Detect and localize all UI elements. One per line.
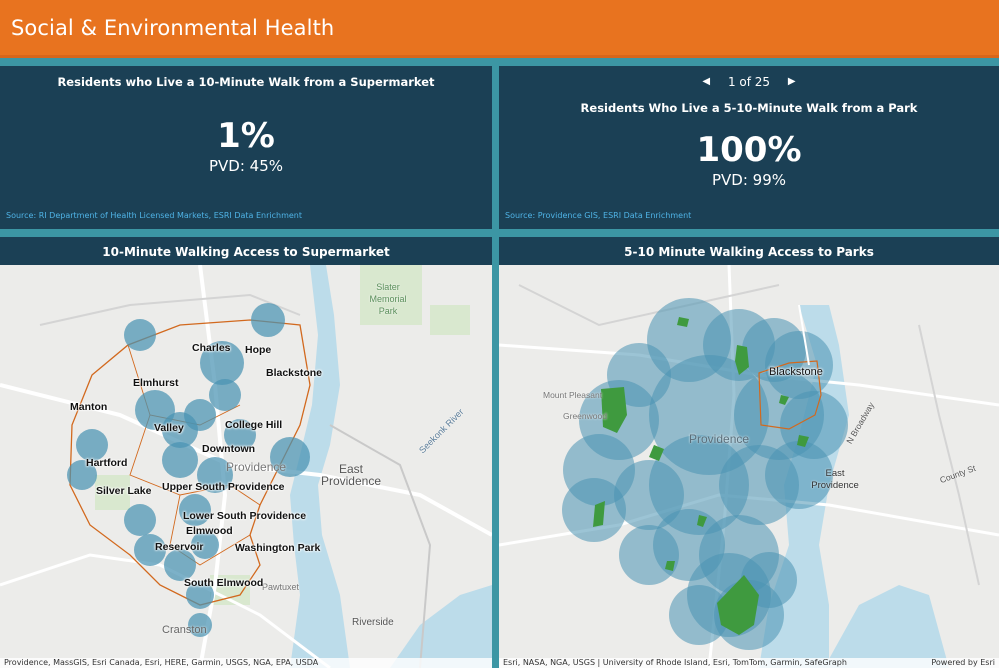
park-indicator-value: 100% xyxy=(696,130,802,170)
neighborhood-label: Elmwood xyxy=(186,525,233,537)
supermarket-indicator-comparison: PVD: 45% xyxy=(208,157,284,175)
powered-by-esri-link[interactable]: Powered by Esri xyxy=(931,658,995,667)
park-polygons xyxy=(593,317,809,635)
park-area xyxy=(95,475,130,510)
dashboard-header: Social & Environmental Health xyxy=(0,0,999,58)
neighborhood-label: Elmhurst xyxy=(133,377,179,389)
supermarket-source-link[interactable]: Source: RI Department of Health Licensed… xyxy=(6,211,302,220)
road xyxy=(329,424,432,668)
park-map[interactable]: Providence East Providence Mount Pleasan… xyxy=(499,265,999,668)
neighborhood-label: Blackstone xyxy=(769,366,823,378)
map-attribution-text: Esri, NASA, NGA, USGS | University of Rh… xyxy=(503,658,847,667)
map-attribution: Esri, NASA, NGA, USGS | University of Rh… xyxy=(499,658,999,668)
supermarket-map[interactable]: Slater Memorial Park East Providence Pro… xyxy=(0,265,492,668)
park-area xyxy=(430,305,470,335)
place-label: Cranston xyxy=(162,624,207,636)
place-label: Providence xyxy=(689,432,750,446)
neighborhood-label: Reservoir xyxy=(155,541,204,553)
place-label: Riverside xyxy=(352,617,394,628)
park-indicator-title: Residents Who Live a 5-10-Minute Walk fr… xyxy=(580,101,918,115)
park-walk-areas xyxy=(562,298,848,650)
neighborhood-label: Blackstone xyxy=(266,367,323,379)
neighborhood-label: Valley xyxy=(154,422,184,434)
bay xyxy=(824,585,949,668)
previous-arrow-icon[interactable]: ◀ xyxy=(702,76,711,87)
supermarket-map-canvas[interactable] xyxy=(0,265,492,668)
park-indicator-card: ◀ 1 of 25 ▶ Residents Who Live a 5-10-Mi… xyxy=(499,66,999,229)
indicator-pager: ◀ 1 of 25 ▶ xyxy=(499,74,999,89)
place-label: Providence xyxy=(226,460,287,474)
road xyxy=(0,553,331,668)
blackstone-boundary xyxy=(758,360,822,430)
place-label: Pawtuxet xyxy=(262,582,300,592)
supermarket-indicator-value: 1% xyxy=(217,116,275,156)
neighborhood-label: Hope xyxy=(245,344,272,356)
road xyxy=(518,284,780,327)
neighborhood-label: Downtown xyxy=(202,443,256,455)
park-source-link[interactable]: Source: Providence GIS, ESRI Data Enrich… xyxy=(505,211,692,220)
neighborhood-label: Manton xyxy=(70,401,108,413)
neighborhood-label: Upper South Providence xyxy=(162,481,285,493)
road xyxy=(798,304,810,366)
park-indicator-comparison: PVD: 99% xyxy=(711,171,787,189)
supermarket-map-panel: 10-Minute Walking Access to Supermarket xyxy=(0,237,492,668)
neighborhood-label: College Hill xyxy=(225,419,283,431)
providence-river xyxy=(290,265,350,668)
park-map-panel: 5-10 Minute Walking Access to Parks xyxy=(499,237,999,668)
neighborhood-label: South Elmwood xyxy=(184,577,264,589)
supermarket-map-title: 10-Minute Walking Access to Supermarket xyxy=(0,237,492,265)
park-area xyxy=(360,265,422,325)
place-label: Greenwood xyxy=(563,411,607,421)
place-label: Slater Memorial Park xyxy=(369,282,407,316)
place-label: East Providence xyxy=(320,462,382,488)
park-map-canvas[interactable] xyxy=(499,265,999,668)
park-map-title: 5-10 Minute Walking Access to Parks xyxy=(499,237,999,265)
walk-access-areas xyxy=(67,303,310,637)
narragansett-bay xyxy=(390,585,492,668)
road xyxy=(918,324,980,586)
map-attribution-text: Providence, MassGIS, Esri Canada, Esri, … xyxy=(4,658,319,667)
map-attribution: Providence, MassGIS, Esri Canada, Esri, … xyxy=(0,658,492,668)
dashboard-title: Social & Environmental Health xyxy=(11,16,335,40)
neighborhood-label: Lower South Providence xyxy=(183,510,307,522)
supermarket-indicator-card: Residents who Live a 10-Minute Walk from… xyxy=(0,66,492,229)
place-label: Mount Pleasant xyxy=(543,390,603,400)
next-arrow-icon[interactable]: ▶ xyxy=(787,76,796,87)
neighborhood-label: Washington Park xyxy=(235,542,321,554)
place-label: East Providence xyxy=(811,468,859,491)
neighborhood-label: Silver Lake xyxy=(96,485,152,497)
pager-count: 1 of 25 xyxy=(727,74,771,89)
supermarket-indicator-title: Residents who Live a 10-Minute Walk from… xyxy=(57,75,435,89)
neighborhood-label: Hartford xyxy=(86,457,128,469)
neighborhood-label: Charles xyxy=(192,342,231,354)
